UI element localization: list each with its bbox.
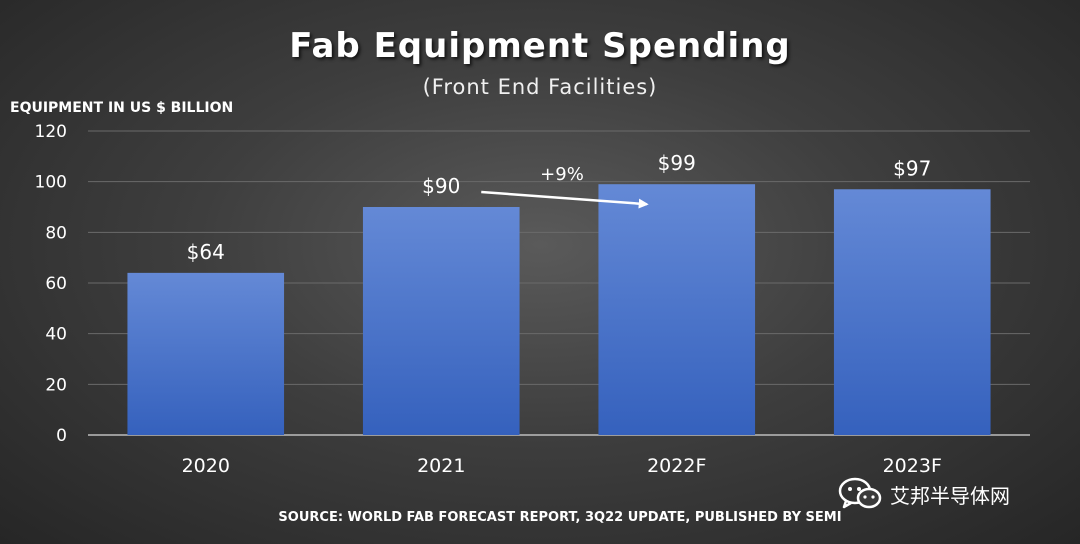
x-tick-label-2022F: 2022F [647, 455, 706, 477]
bar-2021 [362, 207, 520, 435]
y-tick-label: 80 [45, 223, 67, 243]
wechat-icon [838, 477, 882, 509]
data-label-2023F: $97 [893, 156, 931, 180]
watermark-text: 艾邦半导体网 [890, 483, 1010, 508]
chart-subtitle: (Front End Facilities) [422, 75, 658, 99]
data-label-2020: $64 [187, 240, 225, 264]
bar-2022F [598, 184, 756, 435]
bar-2020 [127, 272, 285, 435]
chart-title: Fab Equipment Spending [289, 26, 791, 66]
y-tick-label: 100 [35, 173, 67, 193]
x-tick-label-2021: 2021 [417, 455, 465, 477]
x-tick-label-2020: 2020 [182, 455, 230, 477]
growth-annotation: +9% [540, 164, 584, 185]
x-tick-label-2023F: 2023F [883, 455, 942, 477]
y-axis-label: EQUIPMENT IN US $ BILLION [10, 100, 234, 116]
data-label-2021: $90 [422, 174, 460, 198]
y-tick-label: 120 [35, 122, 67, 142]
bar-2023F [833, 189, 991, 435]
y-tick-label: 40 [45, 325, 67, 345]
data-label-2022F: $99 [658, 151, 696, 175]
watermark: 艾邦半导体网 [838, 477, 1010, 511]
y-tick-label: 20 [45, 375, 67, 395]
source-note: SOURCE: WORLD FAB FORECAST REPORT, 3Q22 … [278, 510, 842, 525]
y-tick-label: 0 [56, 426, 67, 446]
growth-arrow [481, 190, 649, 209]
y-tick-label: 60 [45, 274, 67, 294]
